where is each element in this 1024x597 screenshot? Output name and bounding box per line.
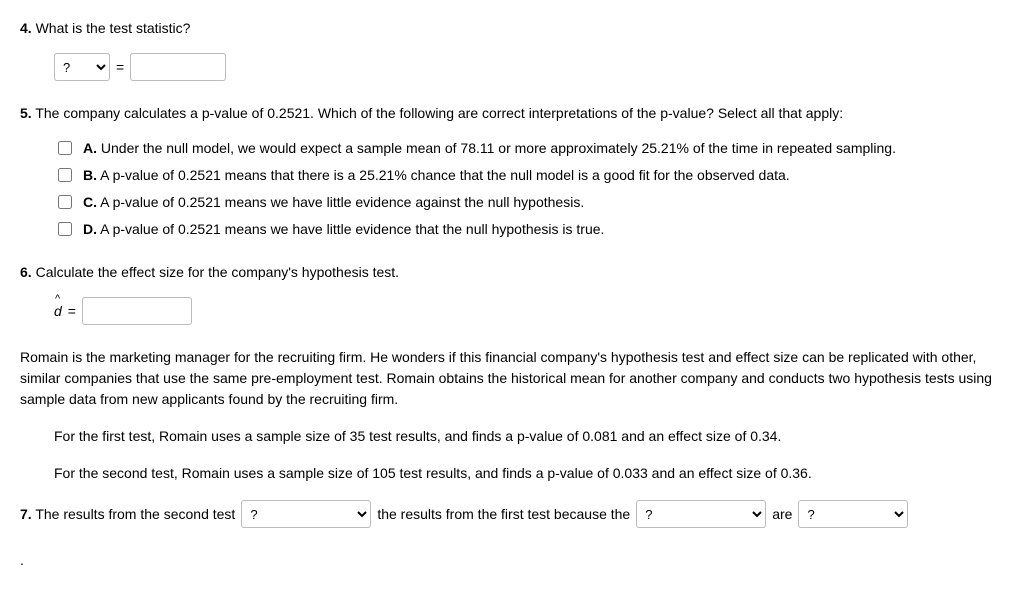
q5-checkbox-a[interactable] — [58, 141, 72, 155]
q6-value-input[interactable] — [82, 297, 192, 325]
q5-options: A. Under the null model, we would expect… — [54, 138, 1004, 240]
question-7-number: 7. — [20, 506, 32, 522]
q5-text-b: A p-value of 0.2521 means that there is … — [100, 167, 790, 183]
q5-letter-c: C. — [83, 194, 97, 210]
q7-select-3[interactable]: ? — [798, 500, 908, 528]
question-4-number: 4. — [20, 20, 32, 36]
context-test2: For the second test, Romain uses a sampl… — [54, 463, 1004, 484]
q5-text-c: A p-value of 0.2521 means we have little… — [100, 194, 584, 210]
q7-part3: are — [772, 504, 792, 525]
context-intro: Romain is the marketing manager for the … — [20, 347, 1004, 410]
question-4-prompt: What is the test statistic? — [36, 20, 191, 36]
q4-equals: = — [116, 57, 124, 78]
q5-option-c-label: C. A p-value of 0.2521 means we have lit… — [83, 192, 1004, 213]
q5-checkbox-d[interactable] — [58, 222, 72, 236]
q5-letter-a: A. — [83, 140, 97, 156]
trailing-dot: . — [20, 550, 1004, 571]
q7-select-2[interactable]: ? — [636, 500, 766, 528]
q5-option-b: B. A p-value of 0.2521 means that there … — [54, 165, 1004, 186]
q4-statistic-select[interactable]: ? — [54, 53, 110, 81]
q6-equals: = — [68, 301, 76, 322]
question-6-number: 6. — [20, 264, 32, 280]
q5-checkbox-b[interactable] — [58, 168, 72, 182]
question-7: 7. The results from the second test ? th… — [20, 500, 1004, 528]
q6-dhat-symbol: d — [54, 301, 62, 322]
q4-value-input[interactable] — [130, 53, 226, 81]
question-5: 5. The company calculates a p-value of 0… — [20, 103, 1004, 240]
q7-part1: The results from the second test — [35, 506, 235, 522]
q7-part2: the results from the first test because … — [377, 504, 630, 525]
q5-text-a: Under the null model, we would expect a … — [101, 140, 896, 156]
q5-option-d: D. A p-value of 0.2521 means we have lit… — [54, 219, 1004, 240]
q5-checkbox-c[interactable] — [58, 195, 72, 209]
q5-option-a-label: A. Under the null model, we would expect… — [83, 138, 1004, 159]
context-test1: For the first test, Romain uses a sample… — [54, 426, 1004, 447]
question-5-prompt: The company calculates a p-value of 0.25… — [35, 105, 843, 121]
q7-select-1[interactable]: ? — [241, 500, 371, 528]
question-6-prompt: Calculate the effect size for the compan… — [36, 264, 400, 280]
question-5-number: 5. — [20, 105, 32, 121]
q5-option-d-label: D. A p-value of 0.2521 means we have lit… — [83, 219, 1004, 240]
q5-text-d: A p-value of 0.2521 means we have little… — [100, 221, 604, 237]
q6-input-row: d = — [54, 297, 1004, 325]
question-7-lead: 7. The results from the second test — [20, 504, 235, 525]
q5-option-b-label: B. A p-value of 0.2521 means that there … — [83, 165, 1004, 186]
q5-letter-d: D. — [83, 221, 97, 237]
q4-input-row: ? = — [54, 53, 1004, 81]
question-4: 4. What is the test statistic? ? = — [20, 18, 1004, 81]
q5-letter-b: B. — [83, 167, 97, 183]
q5-option-c: C. A p-value of 0.2521 means we have lit… — [54, 192, 1004, 213]
q5-option-a: A. Under the null model, we would expect… — [54, 138, 1004, 159]
question-6: 6. Calculate the effect size for the com… — [20, 262, 1004, 325]
